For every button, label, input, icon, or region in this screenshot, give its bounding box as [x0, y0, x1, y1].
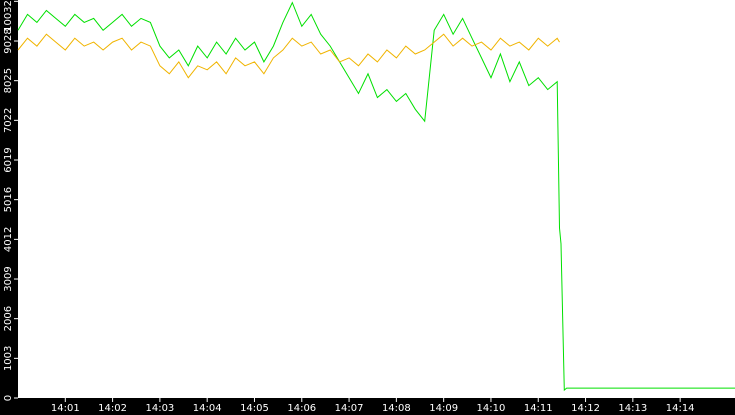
- x-tick-label: 14:01: [51, 403, 80, 414]
- x-tick-label: 14:09: [429, 403, 458, 414]
- x-tick-label: 14:06: [287, 403, 316, 414]
- series-line: [17, 1, 735, 392]
- y-tick-label: 4012: [3, 227, 14, 252]
- series-line: [17, 33, 560, 79]
- y-tick-label: 2006: [3, 306, 14, 331]
- x-tick-label: 14:10: [477, 403, 506, 414]
- y-tick-label: 9028: [3, 28, 14, 53]
- y-tick-label: 8025: [3, 68, 14, 93]
- y-tick-label: 6019: [3, 147, 14, 172]
- x-axis-band: [0, 398, 735, 415]
- x-tick-label: 14:13: [618, 403, 647, 414]
- x-tick-label: 14:14: [666, 403, 695, 414]
- x-tick-label: 14:05: [240, 403, 269, 414]
- y-tick-label: 3009: [3, 266, 14, 291]
- x-tick-label: 14:07: [335, 403, 364, 414]
- x-tick-label: 14:12: [571, 403, 600, 414]
- x-tick-label: 14:03: [145, 403, 174, 414]
- y-tick-label: 1003: [3, 346, 14, 371]
- x-tick-label: 14:11: [524, 403, 553, 414]
- y-tick-label: 7022: [3, 108, 14, 133]
- y-tick-label: 0: [3, 395, 14, 401]
- x-tick-label: 14:02: [98, 403, 127, 414]
- y-axis-band: [0, 0, 18, 415]
- x-tick-label: 14:08: [382, 403, 411, 414]
- y-tick-label: 10032: [3, 0, 14, 32]
- y-tick-label: 5016: [3, 187, 14, 212]
- x-tick-label: 14:04: [193, 403, 222, 414]
